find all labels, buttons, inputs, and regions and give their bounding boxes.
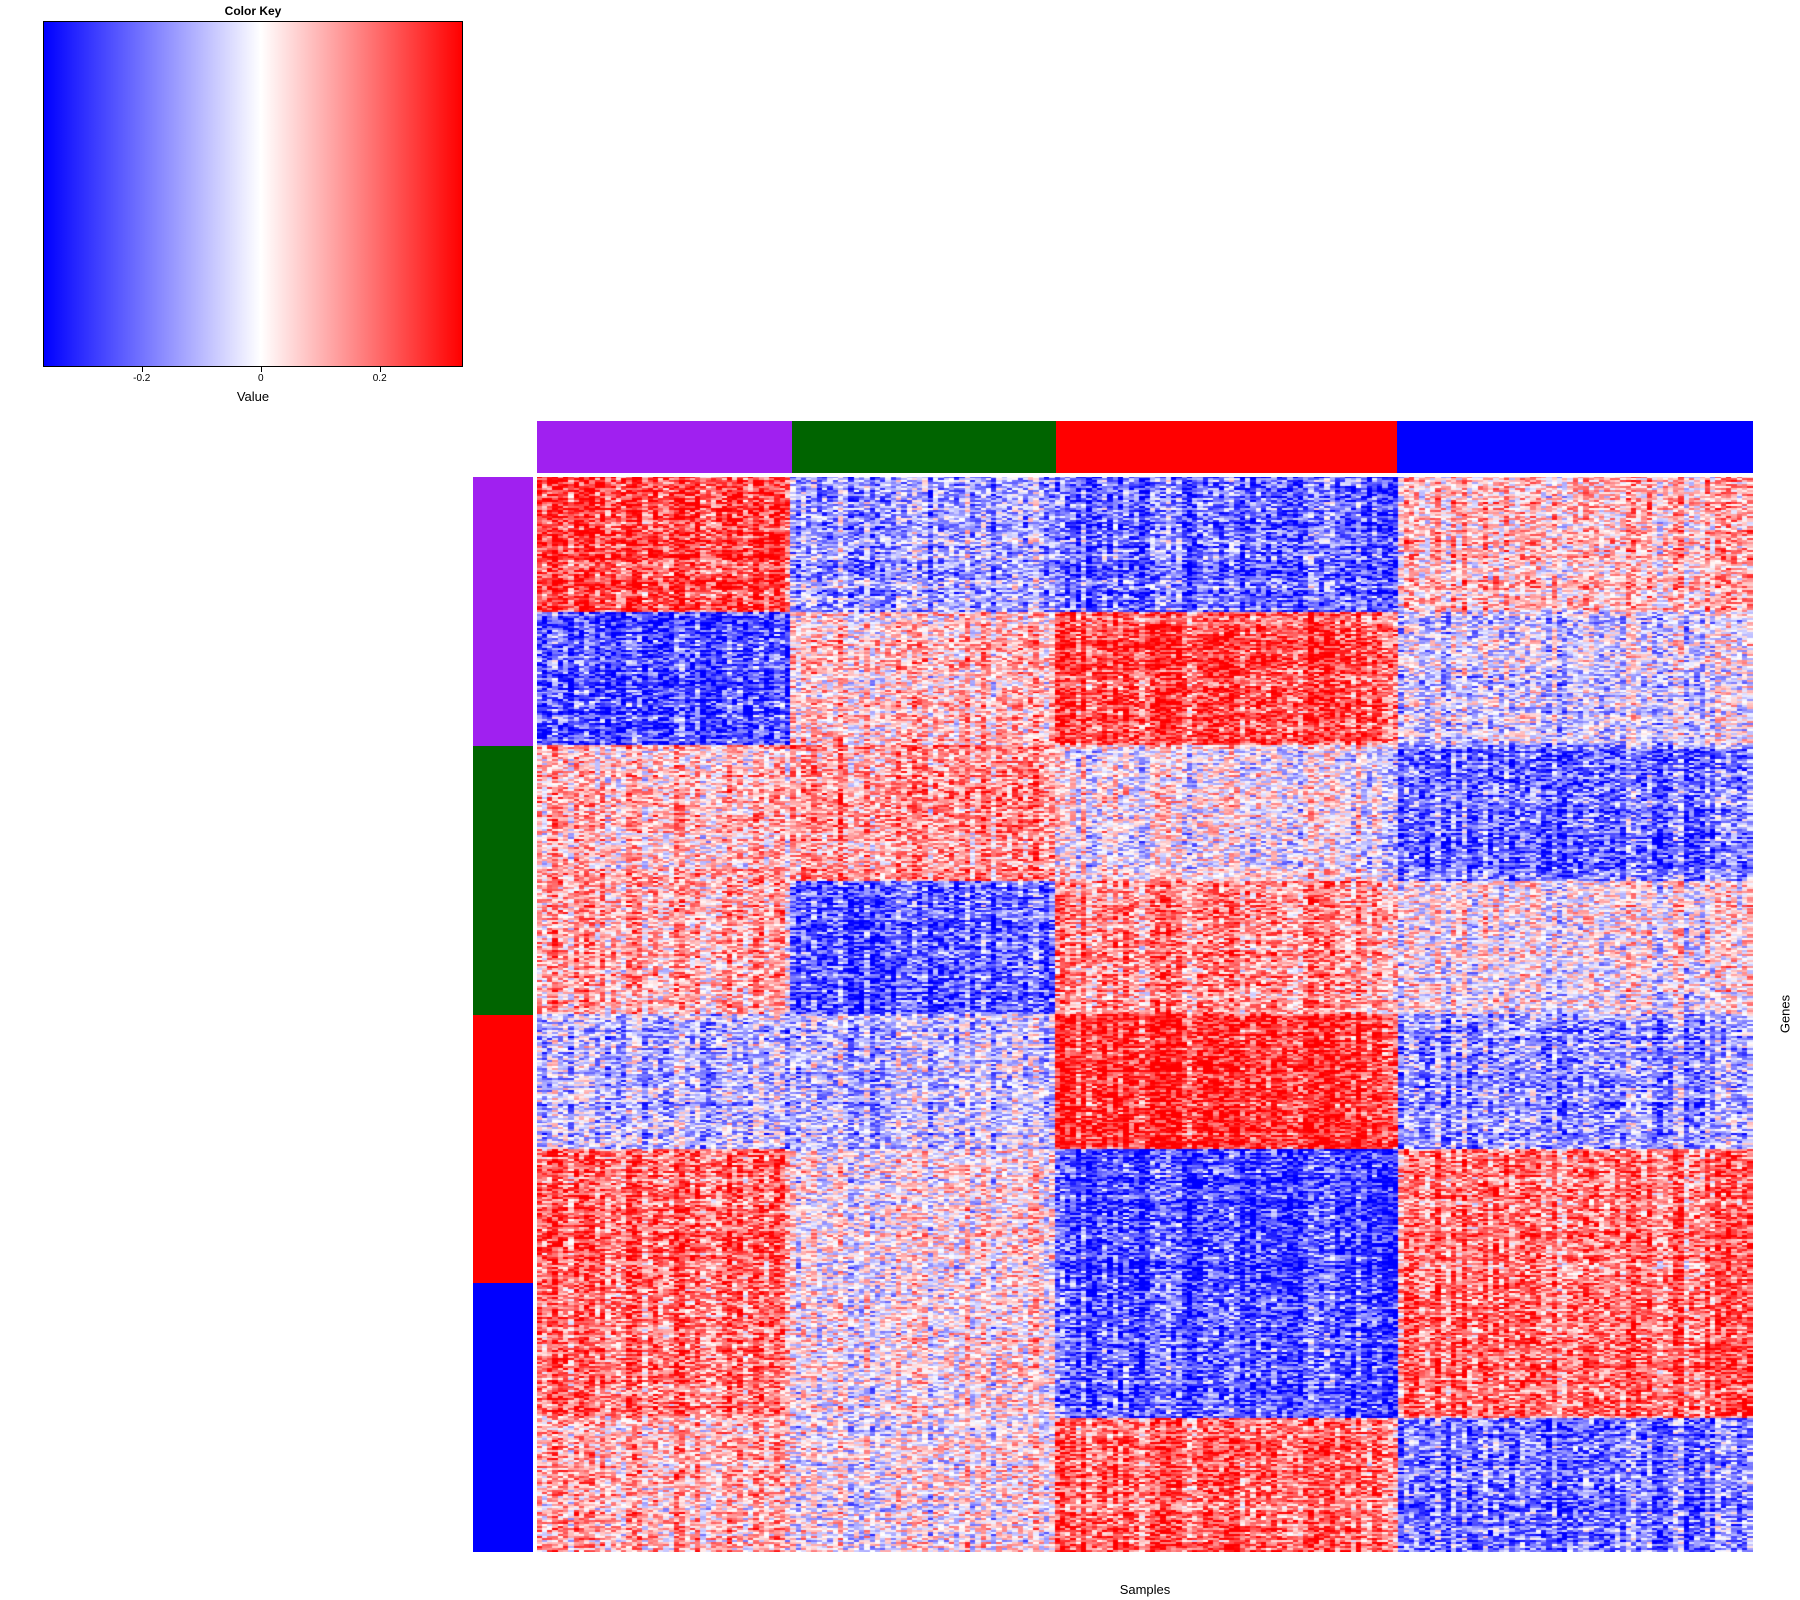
color-key-title: Color Key (224, 4, 282, 18)
row-group-color (473, 477, 533, 746)
x-axis-label: Samples (1119, 1582, 1171, 1597)
color-key-tick-label: 0.2 (372, 373, 387, 384)
color-key-gradient (43, 21, 463, 367)
color-key-tick-label: -0.2 (133, 373, 151, 384)
heatmap-cells (537, 477, 1753, 1552)
row-side-colors (473, 477, 533, 1552)
color-key-tick-label: 0 (257, 373, 264, 384)
row-group-color (473, 1283, 533, 1552)
column-group-color (537, 421, 793, 473)
y-axis-label: Genes (1777, 994, 1793, 1034)
column-group-color (792, 421, 1057, 473)
color-key-tick (141, 367, 143, 372)
row-group-color (473, 745, 533, 1015)
column-group-color (1056, 421, 1397, 473)
color-key-xlabel: Value (236, 389, 270, 404)
color-key-axis: -0.2 0 0.2 (43, 367, 463, 387)
color-key-tick (379, 367, 381, 372)
column-group-color (1396, 421, 1753, 473)
row-group-color (473, 1014, 533, 1284)
column-side-colors (537, 421, 1753, 473)
color-key-tick (260, 367, 262, 372)
